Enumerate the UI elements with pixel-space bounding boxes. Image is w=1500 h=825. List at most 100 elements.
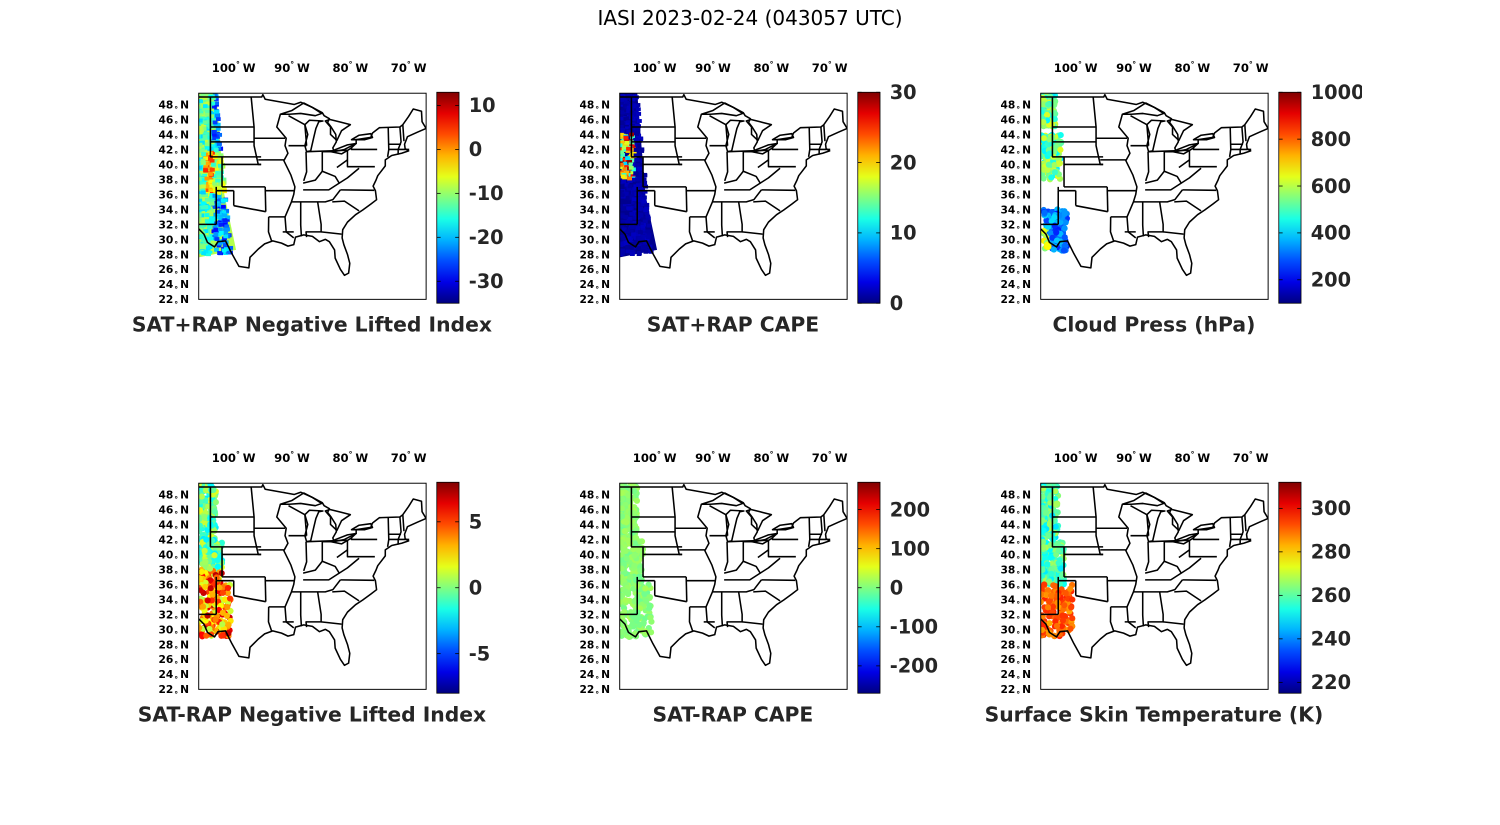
lat-tick-label: 40° N bbox=[159, 158, 189, 174]
lat-tick-label: 48° N bbox=[1001, 488, 1031, 504]
lon-tick-label: 100° W bbox=[212, 60, 256, 75]
lat-tick-label: 26° N bbox=[580, 263, 610, 279]
lat-tick-label: 28° N bbox=[159, 248, 189, 264]
lat-tick-label: 46° N bbox=[1001, 113, 1031, 129]
state-border bbox=[1228, 126, 1232, 158]
map-panel-cape-diff: 100° W 90° W 80° W 70° W 48° N46° N44° N42° N40° N38°… bbox=[580, 450, 939, 726]
lon-tick-label: 100° W bbox=[1054, 450, 1098, 465]
colorbar-tick-label: 10 bbox=[890, 222, 917, 245]
state-border bbox=[818, 516, 823, 545]
lon-tick-label: 80° W bbox=[753, 60, 789, 75]
lon-tick-label: 80° W bbox=[1174, 60, 1210, 75]
state-border bbox=[332, 200, 360, 212]
lat-tick-label: 30° N bbox=[1001, 233, 1031, 249]
lat-tick-label: 22° N bbox=[159, 293, 189, 309]
lat-tick-label: 22° N bbox=[580, 683, 610, 699]
state-border bbox=[1075, 594, 1108, 603]
great-lake bbox=[1192, 132, 1216, 141]
state-border bbox=[1180, 557, 1202, 574]
lat-tick-label: 22° N bbox=[1001, 293, 1031, 309]
state-border bbox=[1239, 516, 1244, 545]
state-border bbox=[1144, 170, 1182, 191]
colorbar-tick-label: -10 bbox=[469, 182, 504, 205]
lat-tick-label: 38° N bbox=[1001, 563, 1031, 579]
state-border bbox=[250, 486, 262, 556]
state-border bbox=[299, 201, 303, 237]
great-lake bbox=[771, 522, 795, 531]
great-lake bbox=[1192, 522, 1216, 531]
colorbar-tick-label: -100 bbox=[890, 616, 938, 639]
lat-tick-label: 24° N bbox=[580, 278, 610, 294]
colorbar: 1000 800 600 400 200 bbox=[1278, 81, 1362, 304]
great-lake bbox=[1171, 142, 1199, 155]
lat-tick-label: 48° N bbox=[159, 98, 189, 114]
colorbar-tick-label: 1000 bbox=[1311, 81, 1362, 104]
great-lake bbox=[329, 142, 357, 155]
lat-tick-label: 28° N bbox=[1001, 248, 1031, 264]
state-border bbox=[1141, 591, 1145, 627]
lat-tick-label: 48° N bbox=[1001, 98, 1031, 114]
lat-tick-label: 34° N bbox=[1001, 593, 1031, 609]
lat-tick-label: 38° N bbox=[580, 563, 610, 579]
colorbar-tick-label: 400 bbox=[1311, 222, 1351, 245]
state-border bbox=[1228, 516, 1232, 548]
map-panel-lifted-index-diff: 100° W 90° W 80° W 70° W 48° N46° N44° N42° N40° N38°… bbox=[138, 450, 491, 726]
great-lake bbox=[1121, 492, 1165, 507]
coastline bbox=[1040, 93, 1269, 277]
lat-tick-label: 38° N bbox=[159, 563, 189, 579]
state-border bbox=[757, 549, 769, 559]
state-border bbox=[1178, 549, 1190, 559]
colorbar-tick-label: 5 bbox=[469, 511, 482, 534]
lat-tick-label: 36° N bbox=[1001, 578, 1031, 594]
lat-tick-label: 36° N bbox=[159, 578, 189, 594]
state-border bbox=[1092, 96, 1104, 166]
lat-tick-label: 28° N bbox=[580, 248, 610, 264]
state-border bbox=[1075, 204, 1108, 213]
lat-tick-label: 28° N bbox=[159, 638, 189, 654]
great-lake bbox=[1171, 532, 1199, 545]
state-border bbox=[697, 504, 717, 629]
lat-tick-label: 34° N bbox=[580, 203, 610, 219]
great-lake bbox=[279, 102, 323, 117]
colorbar-tick-label: 10 bbox=[469, 94, 496, 117]
state-border bbox=[346, 150, 375, 168]
lat-tick-label: 26° N bbox=[1001, 263, 1031, 279]
state-border bbox=[688, 606, 694, 632]
great-lake bbox=[324, 118, 352, 142]
state-border bbox=[720, 591, 724, 627]
great-lake bbox=[725, 119, 745, 153]
state-border bbox=[321, 231, 342, 235]
state-border bbox=[807, 516, 811, 548]
state-border bbox=[1174, 200, 1202, 212]
lon-tick-label: 90° W bbox=[695, 450, 731, 465]
state-border bbox=[397, 126, 402, 155]
lon-tick-label: 80° W bbox=[753, 450, 789, 465]
panel-title: SAT-RAP CAPE bbox=[653, 702, 814, 726]
state-border bbox=[292, 579, 341, 593]
great-lake bbox=[750, 142, 778, 155]
lat-tick-label: 40° N bbox=[580, 158, 610, 174]
state-border bbox=[742, 621, 763, 625]
state-border bbox=[671, 486, 683, 556]
great-lake bbox=[1166, 118, 1194, 142]
lon-tick-label: 100° W bbox=[633, 60, 677, 75]
lon-tick-label: 70° W bbox=[391, 450, 427, 465]
great-lake bbox=[725, 509, 745, 543]
state-border bbox=[338, 557, 360, 574]
state-border bbox=[697, 114, 717, 239]
lat-tick-label: 42° N bbox=[1001, 533, 1031, 549]
state-border bbox=[767, 150, 796, 168]
state-border bbox=[402, 514, 405, 532]
state-border bbox=[338, 167, 360, 184]
lat-tick-label: 22° N bbox=[1001, 683, 1031, 699]
lat-tick-label: 46° N bbox=[580, 503, 610, 519]
great-lake bbox=[1146, 509, 1166, 543]
lat-tick-label: 34° N bbox=[1001, 203, 1031, 219]
lat-tick-label: 24° N bbox=[1001, 278, 1031, 294]
state-border bbox=[823, 514, 826, 532]
map-area bbox=[619, 482, 848, 690]
lat-tick-label: 38° N bbox=[580, 173, 610, 189]
state-border bbox=[759, 557, 781, 574]
colorbar-tick-label: 100 bbox=[890, 537, 930, 560]
lat-tick-label: 36° N bbox=[159, 188, 189, 204]
